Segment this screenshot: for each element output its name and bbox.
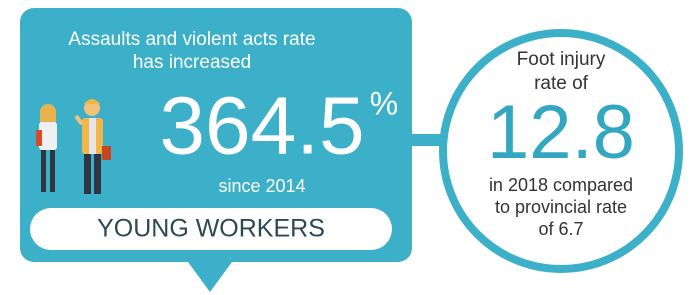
heading: Foot injury [517,49,606,70]
headline: has increased [133,52,251,73]
page: Assaults and violent acts rate has incre… [0,0,690,295]
detail: in 2018 compared [489,175,633,195]
stat: 12.8 [487,90,635,175]
detail: to provincial rate [495,197,627,217]
label: YOUNG WORKERS [97,215,325,243]
pointer [188,262,232,292]
connector [410,134,444,146]
headline: Assaults and violent acts rate [68,29,315,50]
detail: of 6.7 [538,219,583,239]
infographic: Assaults and violent acts rate has incre… [0,0,690,295]
since: since 2014 [218,176,305,196]
stat-unit: % [370,85,398,121]
stat: 364.5 [159,81,364,172]
